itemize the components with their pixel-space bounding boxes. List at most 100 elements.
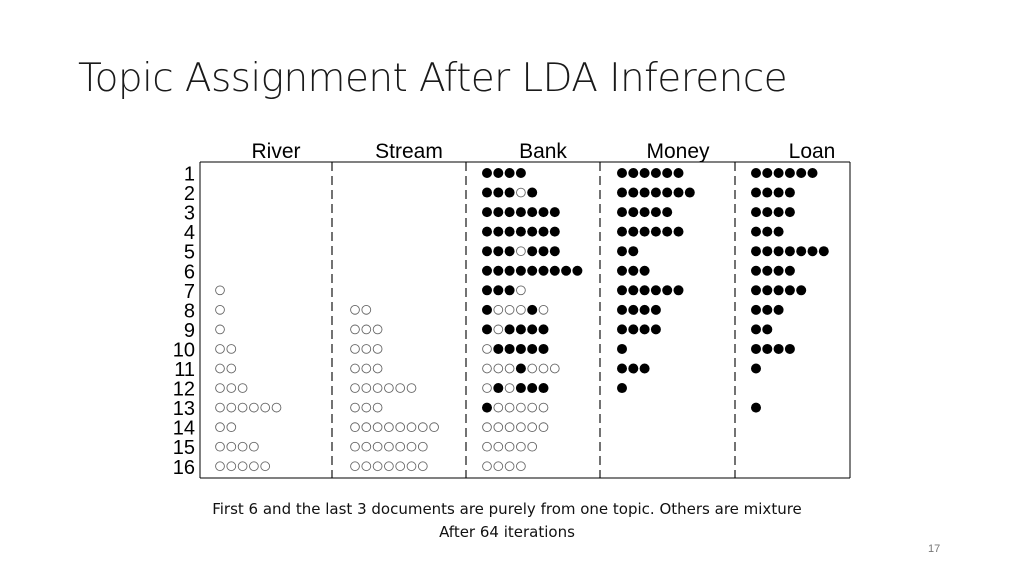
- open-token-dot: [350, 363, 360, 374]
- filled-token-dot: [751, 402, 761, 413]
- open-token-dot: [516, 285, 526, 296]
- open-token-dot: [226, 344, 237, 354]
- open-token-dot: [504, 402, 515, 413]
- filled-token-dot: [617, 207, 627, 218]
- word-tokens: [215, 168, 829, 472]
- filled-token-dot: [493, 265, 504, 276]
- filled-token-dot: [650, 226, 661, 237]
- filled-token-dot: [628, 246, 639, 257]
- caption-line-2: After 64 iterations: [439, 523, 575, 541]
- open-token-dot: [372, 344, 383, 354]
- filled-token-dot: [527, 246, 538, 257]
- filled-token-dot: [796, 246, 807, 257]
- filled-token-dot: [504, 168, 515, 178]
- filled-token-dot: [773, 265, 784, 276]
- open-token-dot: [538, 402, 549, 413]
- filled-token-dot: [639, 226, 650, 237]
- open-token-dot: [516, 187, 526, 198]
- filled-token-dot: [762, 246, 773, 257]
- open-token-dot: [271, 402, 282, 413]
- filled-token-dot: [515, 207, 526, 218]
- open-token-dot: [406, 461, 417, 472]
- filled-token-dot: [762, 168, 773, 178]
- filled-token-dot: [751, 226, 761, 237]
- filled-token-dot: [493, 343, 504, 354]
- filled-token-dot: [527, 207, 538, 218]
- filled-token-dot: [504, 343, 515, 354]
- open-token-dot: [361, 461, 372, 472]
- open-token-dot: [538, 305, 549, 315]
- filled-token-dot: [751, 187, 761, 198]
- column-label: Bank: [519, 140, 567, 163]
- open-token-dot: [482, 422, 492, 433]
- filled-token-dot: [617, 265, 627, 276]
- open-token-dot: [516, 441, 526, 452]
- open-token-dot: [372, 363, 383, 374]
- filled-token-dot: [628, 285, 639, 296]
- filled-token-dot: [515, 363, 526, 374]
- row-label: 7: [184, 281, 195, 303]
- open-token-dot: [527, 441, 538, 452]
- open-token-dot: [372, 324, 383, 335]
- filled-token-dot: [773, 168, 784, 178]
- filled-token-dot: [538, 226, 549, 237]
- filled-token-dot: [673, 226, 684, 237]
- open-token-dot: [384, 461, 394, 472]
- open-token-dot: [260, 402, 271, 413]
- filled-token-dot: [527, 226, 538, 237]
- filled-token-dot: [538, 246, 549, 257]
- filled-token-dot: [639, 363, 650, 374]
- filled-token-dot: [628, 207, 639, 218]
- open-token-dot: [516, 305, 526, 315]
- filled-token-dot: [617, 383, 627, 394]
- filled-token-dot: [684, 187, 695, 198]
- filled-token-dot: [482, 207, 492, 218]
- filled-token-dot: [538, 383, 549, 394]
- filled-token-dot: [762, 265, 773, 276]
- filled-token-dot: [504, 246, 515, 257]
- row-label: 10: [173, 339, 195, 361]
- filled-token-dot: [617, 324, 627, 335]
- filled-token-dot: [773, 285, 784, 296]
- open-token-dot: [527, 402, 538, 413]
- column-label: Money: [646, 140, 710, 163]
- filled-token-dot: [773, 226, 784, 237]
- filled-token-dot: [538, 324, 549, 335]
- filled-token-dot: [762, 187, 773, 198]
- filled-token-dot: [515, 343, 526, 354]
- filled-token-dot: [628, 304, 639, 315]
- filled-token-dot: [751, 285, 761, 296]
- filled-token-dot: [504, 187, 515, 198]
- filled-token-dot: [650, 285, 661, 296]
- filled-token-dot: [762, 226, 773, 237]
- open-token-dot: [215, 461, 225, 472]
- open-token-dot: [406, 422, 417, 433]
- open-token-dot: [493, 441, 504, 452]
- open-token-dot: [516, 246, 526, 257]
- filled-token-dot: [762, 304, 773, 315]
- filled-token-dot: [818, 246, 829, 257]
- open-token-dot: [493, 422, 504, 433]
- open-token-dot: [504, 461, 515, 472]
- filled-token-dot: [784, 265, 795, 276]
- filled-token-dot: [650, 324, 661, 335]
- open-token-dot: [417, 461, 428, 472]
- filled-token-dot: [784, 285, 795, 296]
- filled-token-dot: [617, 285, 627, 296]
- filled-token-dot: [784, 343, 795, 354]
- open-token-dot: [538, 363, 549, 374]
- filled-token-dot: [538, 265, 549, 276]
- open-token-dot: [482, 344, 492, 354]
- open-token-dot: [372, 383, 383, 393]
- filled-token-dot: [527, 324, 538, 335]
- open-token-dot: [361, 402, 372, 413]
- filled-token-dot: [751, 207, 761, 218]
- filled-token-dot: [784, 168, 795, 178]
- filled-token-dot: [482, 168, 492, 178]
- filled-token-dot: [628, 226, 639, 237]
- open-token-dot: [538, 422, 549, 433]
- row-label: 5: [184, 242, 195, 264]
- open-token-dot: [350, 402, 360, 413]
- filled-token-dot: [628, 324, 639, 335]
- filled-token-dot: [762, 285, 773, 296]
